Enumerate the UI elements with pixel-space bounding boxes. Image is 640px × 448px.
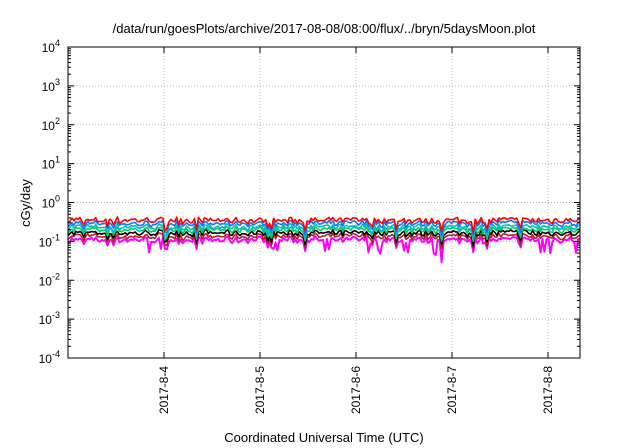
x-tick-label: 2017-8-4 bbox=[157, 366, 171, 414]
y-tick-label: 10-4 bbox=[39, 349, 60, 366]
y-tick-label: 10-2 bbox=[39, 271, 60, 288]
series-line bbox=[67, 216, 581, 234]
series-line bbox=[67, 222, 581, 241]
y-tick-label: 103 bbox=[42, 77, 60, 94]
series-line bbox=[67, 225, 581, 243]
series-line bbox=[67, 232, 581, 250]
y-tick-label: 101 bbox=[42, 155, 60, 172]
x-axis-label: Coordinated Universal Time (UTC) bbox=[224, 430, 423, 445]
axis-ticks: 10-4 10-3 10-2 10-1 100 101 102 103 104 2017-8-4 2… bbox=[39, 38, 580, 414]
series-line bbox=[67, 219, 581, 237]
x-tick-label: 2017-8-8 bbox=[541, 366, 555, 414]
y-tick-label: 104 bbox=[42, 38, 60, 55]
y-tick-label: 10-3 bbox=[39, 310, 60, 327]
chart-title: /data/run/goesPlots/archive/2017-08-08/0… bbox=[113, 21, 536, 36]
x-tick-label: 2017-8-5 bbox=[253, 366, 267, 414]
y-tick-label: 10-1 bbox=[39, 232, 60, 249]
series-layer bbox=[67, 216, 581, 264]
series-line bbox=[67, 228, 581, 247]
y-axis-label: cGy/day bbox=[18, 179, 33, 227]
y-tick-label: 102 bbox=[42, 116, 60, 133]
series-line bbox=[67, 235, 581, 264]
grid bbox=[68, 47, 580, 358]
x-tick-label: 2017-8-6 bbox=[349, 366, 363, 414]
y-tick-label: 100 bbox=[42, 194, 60, 211]
x-tick-label: 2017-8-7 bbox=[445, 366, 459, 414]
